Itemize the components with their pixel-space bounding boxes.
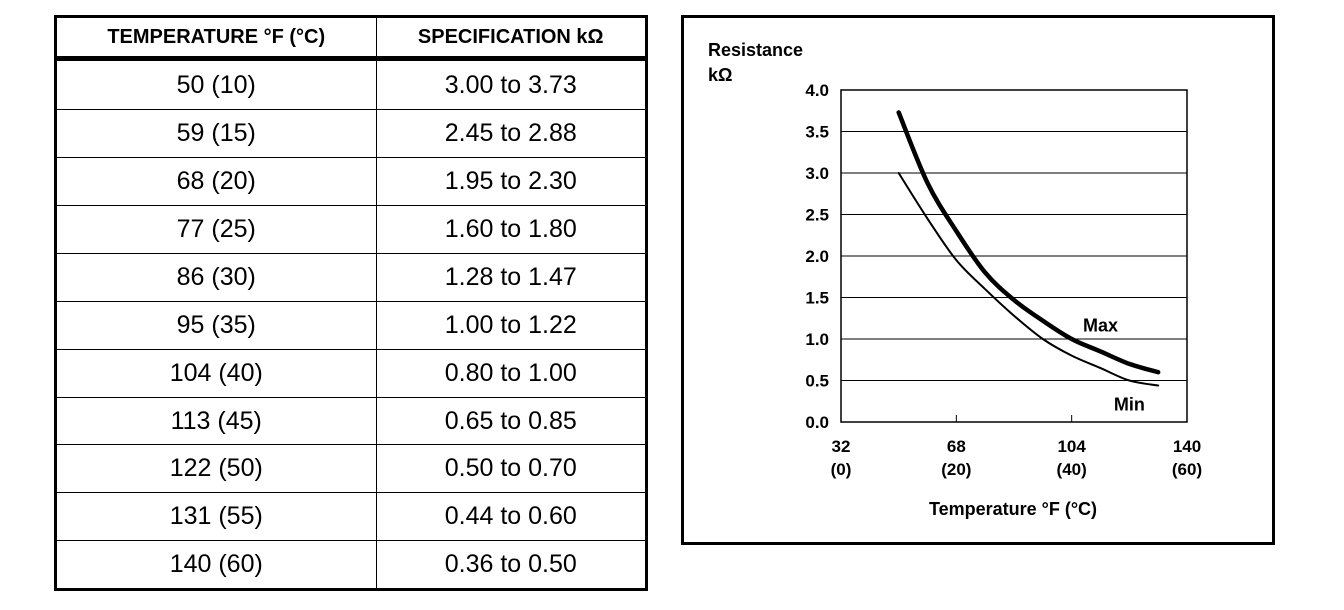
temperature-cell: 50 (10) xyxy=(57,57,377,111)
table-row: 113 (45) 0.65 to 0.85 xyxy=(57,396,645,446)
temperature-cell: 68 (20) xyxy=(57,157,377,206)
temperature-cell: 113 (45) xyxy=(57,396,377,446)
specification-cell: 1.28 to 1.47 xyxy=(375,252,645,302)
y-tick-label: 2.0 xyxy=(805,247,829,266)
x-tick-label: 104 xyxy=(1057,437,1086,456)
specification-cell: 3.00 to 3.73 xyxy=(375,57,645,111)
table-row: 104 (40) 0.80 to 1.00 xyxy=(57,348,645,398)
table-row: 131 (55) 0.44 to 0.60 xyxy=(57,492,645,542)
specification-cell: 0.80 to 1.00 xyxy=(375,348,645,398)
temperature-cell: 104 (40) xyxy=(57,348,377,398)
temperature-cell: 140 (60) xyxy=(57,540,377,588)
table-header-row: TEMPERATURE °F (°C) SPECIFICATION kΩ xyxy=(57,18,645,61)
table-row: 77 (25) 1.60 to 1.80 xyxy=(57,204,645,254)
specification-cell: 0.50 to 0.70 xyxy=(375,444,645,494)
y-tick-label: 1.5 xyxy=(805,289,829,308)
x-tick-sublabel: (60) xyxy=(1172,460,1202,479)
y-tick-label: 0.0 xyxy=(805,413,829,432)
specification-cell: 1.00 to 1.22 xyxy=(375,300,645,350)
temperature-cell: 122 (50) xyxy=(57,444,377,494)
specification-cell: 2.45 to 2.88 xyxy=(375,109,645,159)
x-tick-sublabel: (20) xyxy=(941,460,971,479)
x-tick-sublabel: (40) xyxy=(1057,460,1087,479)
specification-cell: 1.60 to 1.80 xyxy=(375,204,645,254)
y-tick-label: 0.5 xyxy=(805,372,829,391)
specification-cell: 1.95 to 2.30 xyxy=(375,157,645,206)
y-tick-label: 1.0 xyxy=(805,330,829,349)
table-row: 140 (60) 0.36 to 0.50 xyxy=(57,540,645,588)
x-axis-label: Temperature °F (°C) xyxy=(929,499,1097,519)
specification-table: TEMPERATURE °F (°C) SPECIFICATION kΩ 50 … xyxy=(54,15,648,591)
temperature-cell: 77 (25) xyxy=(57,204,377,254)
y-tick-label: 3.0 xyxy=(805,164,829,183)
y-axis-label-line1: Resistance xyxy=(708,40,803,60)
table-row: 122 (50) 0.50 to 0.70 xyxy=(57,444,645,494)
resistance-chart-panel: Resistance kΩ Temperature °F (°C) 4.0 3.5… xyxy=(681,15,1275,545)
max-series-line xyxy=(896,110,1161,375)
table-body: 50 (10) 3.00 to 3.73 59 (15) 2.45 to 2.88 68… xyxy=(57,57,645,588)
temperature-cell: 86 (30) xyxy=(57,252,377,302)
temperature-cell: 59 (15) xyxy=(57,109,377,159)
min-series-label: Min xyxy=(1114,395,1145,415)
y-axis-label-line2: kΩ xyxy=(708,65,732,85)
x-tick-label: 32 xyxy=(832,437,851,456)
x-tick-label: 68 xyxy=(947,437,966,456)
specification-column-header: SPECIFICATION kΩ xyxy=(375,18,645,61)
table-row: 59 (15) 2.45 to 2.88 xyxy=(57,109,645,159)
min-series-line xyxy=(897,172,1160,387)
temperature-cell: 95 (35) xyxy=(57,300,377,350)
y-tick-label: 3.5 xyxy=(805,123,829,142)
temperature-cell: 131 (55) xyxy=(57,492,377,542)
table-row: 95 (35) 1.00 to 1.22 xyxy=(57,300,645,350)
y-tick-label: 4.0 xyxy=(805,81,829,100)
x-tick-label: 140 xyxy=(1173,437,1201,456)
table-row: 68 (20) 1.95 to 2.30 xyxy=(57,157,645,206)
temperature-column-header: TEMPERATURE °F (°C) xyxy=(57,18,377,61)
table-row: 86 (30) 1.28 to 1.47 xyxy=(57,252,645,302)
y-tick-label: 2.5 xyxy=(805,206,829,225)
x-tick-sublabel: (0) xyxy=(831,460,852,479)
max-series-label: Max xyxy=(1083,315,1118,335)
resistance-chart: Resistance kΩ Temperature °F (°C) 4.0 3.5… xyxy=(708,40,1202,519)
specification-cell: 0.44 to 0.60 xyxy=(375,492,645,542)
specification-cell: 0.36 to 0.50 xyxy=(375,540,645,588)
table-row: 50 (10) 3.00 to 3.73 xyxy=(57,57,645,111)
specification-cell: 0.65 to 0.85 xyxy=(375,396,645,446)
